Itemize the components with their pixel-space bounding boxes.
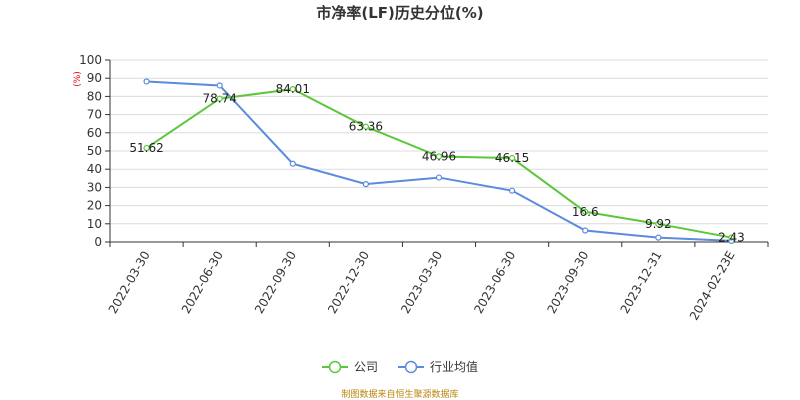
series	[143, 78, 735, 245]
data-point	[582, 227, 589, 234]
legend-marker-icon	[321, 360, 348, 373]
data-label: 78.74	[202, 92, 236, 106]
data-point	[216, 82, 223, 89]
y-tick-label: 50	[87, 144, 102, 158]
data-labels: 51.62 78.74 84.01 63.36 46.96 46.15 16.6 9.92 2.…	[129, 82, 744, 244]
data-point	[289, 86, 296, 93]
data-point	[435, 174, 443, 181]
y-tick-label: 0	[94, 235, 102, 249]
x-tick-label: 2023-09-30	[544, 249, 591, 316]
x-tick-label: 2023-03-30	[398, 249, 445, 316]
y-tick-label: 100	[79, 53, 102, 67]
legend-marker-dot	[328, 360, 342, 373]
data-label: 16.6	[572, 205, 599, 219]
data-label: 9.92	[645, 217, 672, 231]
legend-label: 公司	[353, 360, 378, 374]
legend-marker-dot	[404, 360, 418, 373]
x-tick-label: 2022-03-30	[106, 249, 153, 316]
data-point	[655, 220, 662, 228]
y-tick-label: 70	[87, 108, 102, 122]
legend-item[interactable]: 公司	[321, 358, 378, 375]
data-point	[728, 234, 735, 241]
data-point	[143, 78, 150, 85]
data-point	[509, 187, 516, 194]
legend-item[interactable]: 行业均值	[398, 358, 478, 375]
legend-label: 行业均值	[430, 360, 479, 374]
y-tick-label: 60	[87, 126, 102, 140]
y-tick-label: 40	[87, 162, 102, 176]
data-point	[582, 208, 589, 215]
source-note: 制图数据来自恒生聚源数据库	[341, 390, 459, 400]
data-label: 51.62	[129, 141, 163, 155]
data-point	[655, 234, 662, 241]
x-tick-label: 2024-02-23E	[687, 249, 738, 323]
data-label: 2.43	[718, 231, 745, 245]
y-tick-label: 20	[87, 199, 102, 213]
data-label: 63.36	[349, 120, 383, 134]
y-axis-unit-label: (%)	[73, 71, 83, 87]
data-point	[509, 154, 516, 162]
y-tick-label: 30	[87, 180, 102, 194]
x-tick-label: 2022-12-30	[325, 249, 372, 316]
data-point	[362, 123, 369, 130]
y-tick-label: 10	[87, 217, 102, 231]
chart-title: 市净率(LF)历史分位(%)	[316, 4, 484, 22]
x-tick-label: 2022-06-30	[179, 249, 226, 316]
data-label: 46.96	[422, 150, 456, 164]
legend: 公司 行业均值	[0, 358, 800, 375]
y-tick-label: 90	[87, 71, 102, 85]
grid-lines	[110, 59, 768, 225]
x-tick-label: 2022-09-30	[252, 249, 299, 316]
data-label: 84.01	[276, 82, 310, 96]
data-point	[289, 160, 296, 167]
x-tick-label: 2023-12-31	[618, 249, 665, 316]
x-tick-label: 2023-06-30	[471, 249, 518, 316]
data-point	[435, 153, 443, 160]
data-point	[216, 95, 223, 102]
data-point	[362, 181, 369, 188]
data-point	[143, 144, 150, 152]
legend-marker-icon	[398, 360, 424, 373]
y-tick-label: 80	[87, 89, 102, 103]
data-label: 46.15	[495, 151, 529, 165]
